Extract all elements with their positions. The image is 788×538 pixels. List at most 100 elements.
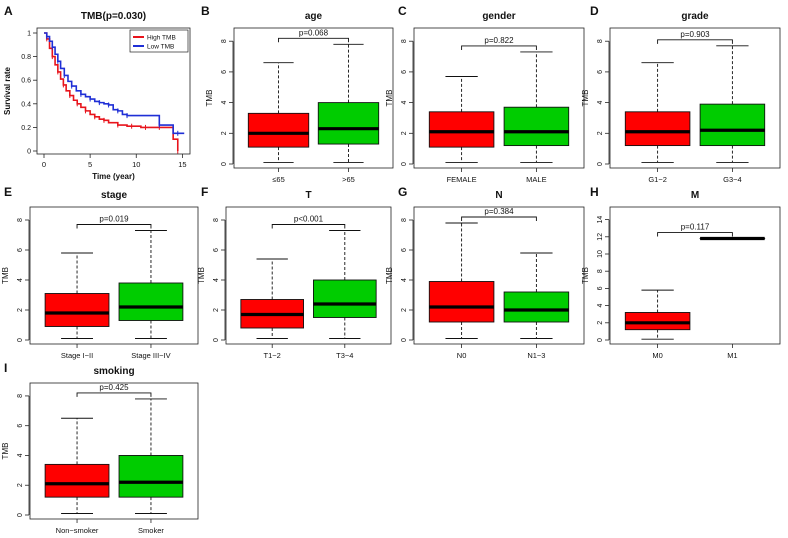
x-tick-label: T1−2 bbox=[264, 351, 281, 360]
box-2 bbox=[503, 51, 570, 163]
x-tick-label: Non−smoker bbox=[56, 526, 99, 535]
y-axis-label: TMB bbox=[385, 90, 394, 107]
x-tick-label: MALE bbox=[526, 175, 546, 184]
y-tick-label: 0 bbox=[17, 513, 24, 517]
x-tick-label: N1−3 bbox=[527, 351, 545, 360]
x-tick-label: M1 bbox=[727, 351, 737, 360]
plot-frame bbox=[225, 206, 392, 345]
x-tick-label: G1−2 bbox=[648, 175, 667, 184]
x-tick-label: 15 bbox=[178, 160, 186, 169]
panel-title: grade bbox=[681, 11, 709, 22]
panel-f: F T 0 2 4 6 8 TMB T1−2 T3−4 p<0.001 bbox=[197, 185, 392, 360]
x-tick-label: Smoker bbox=[138, 526, 164, 535]
panel-letter: E bbox=[4, 185, 12, 199]
x-tick-label: G3−4 bbox=[723, 175, 742, 184]
panel-title: M bbox=[691, 190, 699, 201]
y-axis-label: TMB bbox=[581, 90, 590, 107]
panel-title: TMB(p=0.030) bbox=[81, 11, 146, 22]
plot-frame bbox=[36, 27, 191, 155]
panel-letter: A bbox=[4, 4, 13, 18]
significance-bracket bbox=[657, 39, 733, 44]
panel-letter: I bbox=[4, 361, 7, 375]
x-tick-label: FEMALE bbox=[447, 175, 477, 184]
y-tick-label: 10 bbox=[597, 250, 604, 258]
box-iqr bbox=[699, 103, 766, 147]
y-tick-label: 4 bbox=[221, 101, 228, 105]
y-tick-label: 2 bbox=[597, 321, 604, 325]
y-axis-label: TMB bbox=[205, 90, 214, 107]
y-tick-label: 0.2 bbox=[21, 125, 31, 132]
y-tick-label: 4 bbox=[597, 304, 604, 308]
significance-bracket bbox=[76, 392, 152, 397]
box-iqr bbox=[624, 111, 691, 147]
x-tick-label: ≤65 bbox=[272, 175, 284, 184]
panel-letter: D bbox=[590, 4, 599, 18]
significance-bracket bbox=[271, 224, 346, 229]
y-axis-label: TMB bbox=[1, 443, 10, 460]
y-tick-label: 4 bbox=[401, 278, 408, 282]
panel-a: A TMB(p=0.030) 0 5 10 15 Time (year) 0 0.2 0.4 0.6… bbox=[3, 4, 191, 181]
significance-bracket bbox=[76, 224, 152, 229]
p-value-label: p=0.822 bbox=[484, 36, 514, 45]
km-curve-high bbox=[44, 32, 179, 151]
panel-letter: C bbox=[398, 4, 407, 18]
x-tick-label: 10 bbox=[132, 160, 140, 169]
box-2 bbox=[313, 230, 377, 339]
p-value-label: p<0.001 bbox=[294, 215, 324, 224]
panel-title: T bbox=[305, 190, 311, 201]
box-iqr bbox=[118, 455, 184, 498]
y-tick-label: 8 bbox=[17, 394, 24, 398]
box-iqr bbox=[317, 102, 380, 145]
legend-entry: High TMB bbox=[147, 35, 176, 42]
p-value-label: p=0.425 bbox=[99, 383, 129, 392]
box-1 bbox=[428, 76, 495, 163]
y-tick-label: 1 bbox=[27, 31, 31, 38]
y-tick-label: 2 bbox=[221, 131, 228, 135]
y-tick-label: 14 bbox=[597, 216, 604, 224]
legend: High TMB Low TMB bbox=[129, 29, 189, 53]
y-tick-label: 2 bbox=[401, 131, 408, 135]
box-1 bbox=[240, 258, 305, 339]
x-tick-label: N0 bbox=[457, 351, 467, 360]
x-tick-label: 5 bbox=[88, 160, 92, 169]
y-tick-label: 6 bbox=[597, 286, 604, 290]
box-iqr bbox=[313, 279, 377, 318]
box-iqr bbox=[44, 463, 110, 498]
y-tick-label: 2 bbox=[213, 308, 220, 312]
y-tick-label: 6 bbox=[597, 70, 604, 74]
box-2 bbox=[118, 398, 184, 514]
x-tick-label: Stage III−IV bbox=[131, 351, 170, 360]
y-tick-label: 12 bbox=[597, 233, 604, 241]
box-1 bbox=[428, 222, 495, 339]
plot-frame bbox=[609, 27, 781, 169]
y-tick-label: 2 bbox=[401, 308, 408, 312]
y-tick-label: 6 bbox=[17, 424, 24, 428]
plot-frame bbox=[29, 382, 199, 520]
y-tick-label: 8 bbox=[221, 39, 228, 43]
plot-frame bbox=[29, 206, 199, 345]
panel-letter: H bbox=[590, 185, 599, 199]
y-tick-label: 8 bbox=[597, 269, 604, 273]
y-tick-label: 4 bbox=[213, 278, 220, 282]
km-curve-low bbox=[44, 32, 185, 135]
box-iqr bbox=[118, 282, 184, 321]
y-tick-label: 0 bbox=[213, 338, 220, 342]
panel-letter: B bbox=[201, 4, 210, 18]
y-tick-label: 8 bbox=[213, 218, 220, 222]
panel-title: smoking bbox=[93, 366, 134, 377]
y-tick-label: 6 bbox=[401, 70, 408, 74]
panel-title: N bbox=[495, 190, 502, 201]
y-axis-label: TMB bbox=[581, 267, 590, 284]
panel-letter: F bbox=[201, 185, 208, 199]
p-value-label: p=0.903 bbox=[680, 30, 710, 39]
box-2 bbox=[317, 43, 380, 163]
box-iqr bbox=[428, 281, 495, 323]
plot-frame bbox=[233, 27, 394, 169]
x-tick-label: T3−4 bbox=[336, 351, 353, 360]
y-tick-label: 4 bbox=[17, 453, 24, 457]
y-axis-label: TMB bbox=[385, 267, 394, 284]
